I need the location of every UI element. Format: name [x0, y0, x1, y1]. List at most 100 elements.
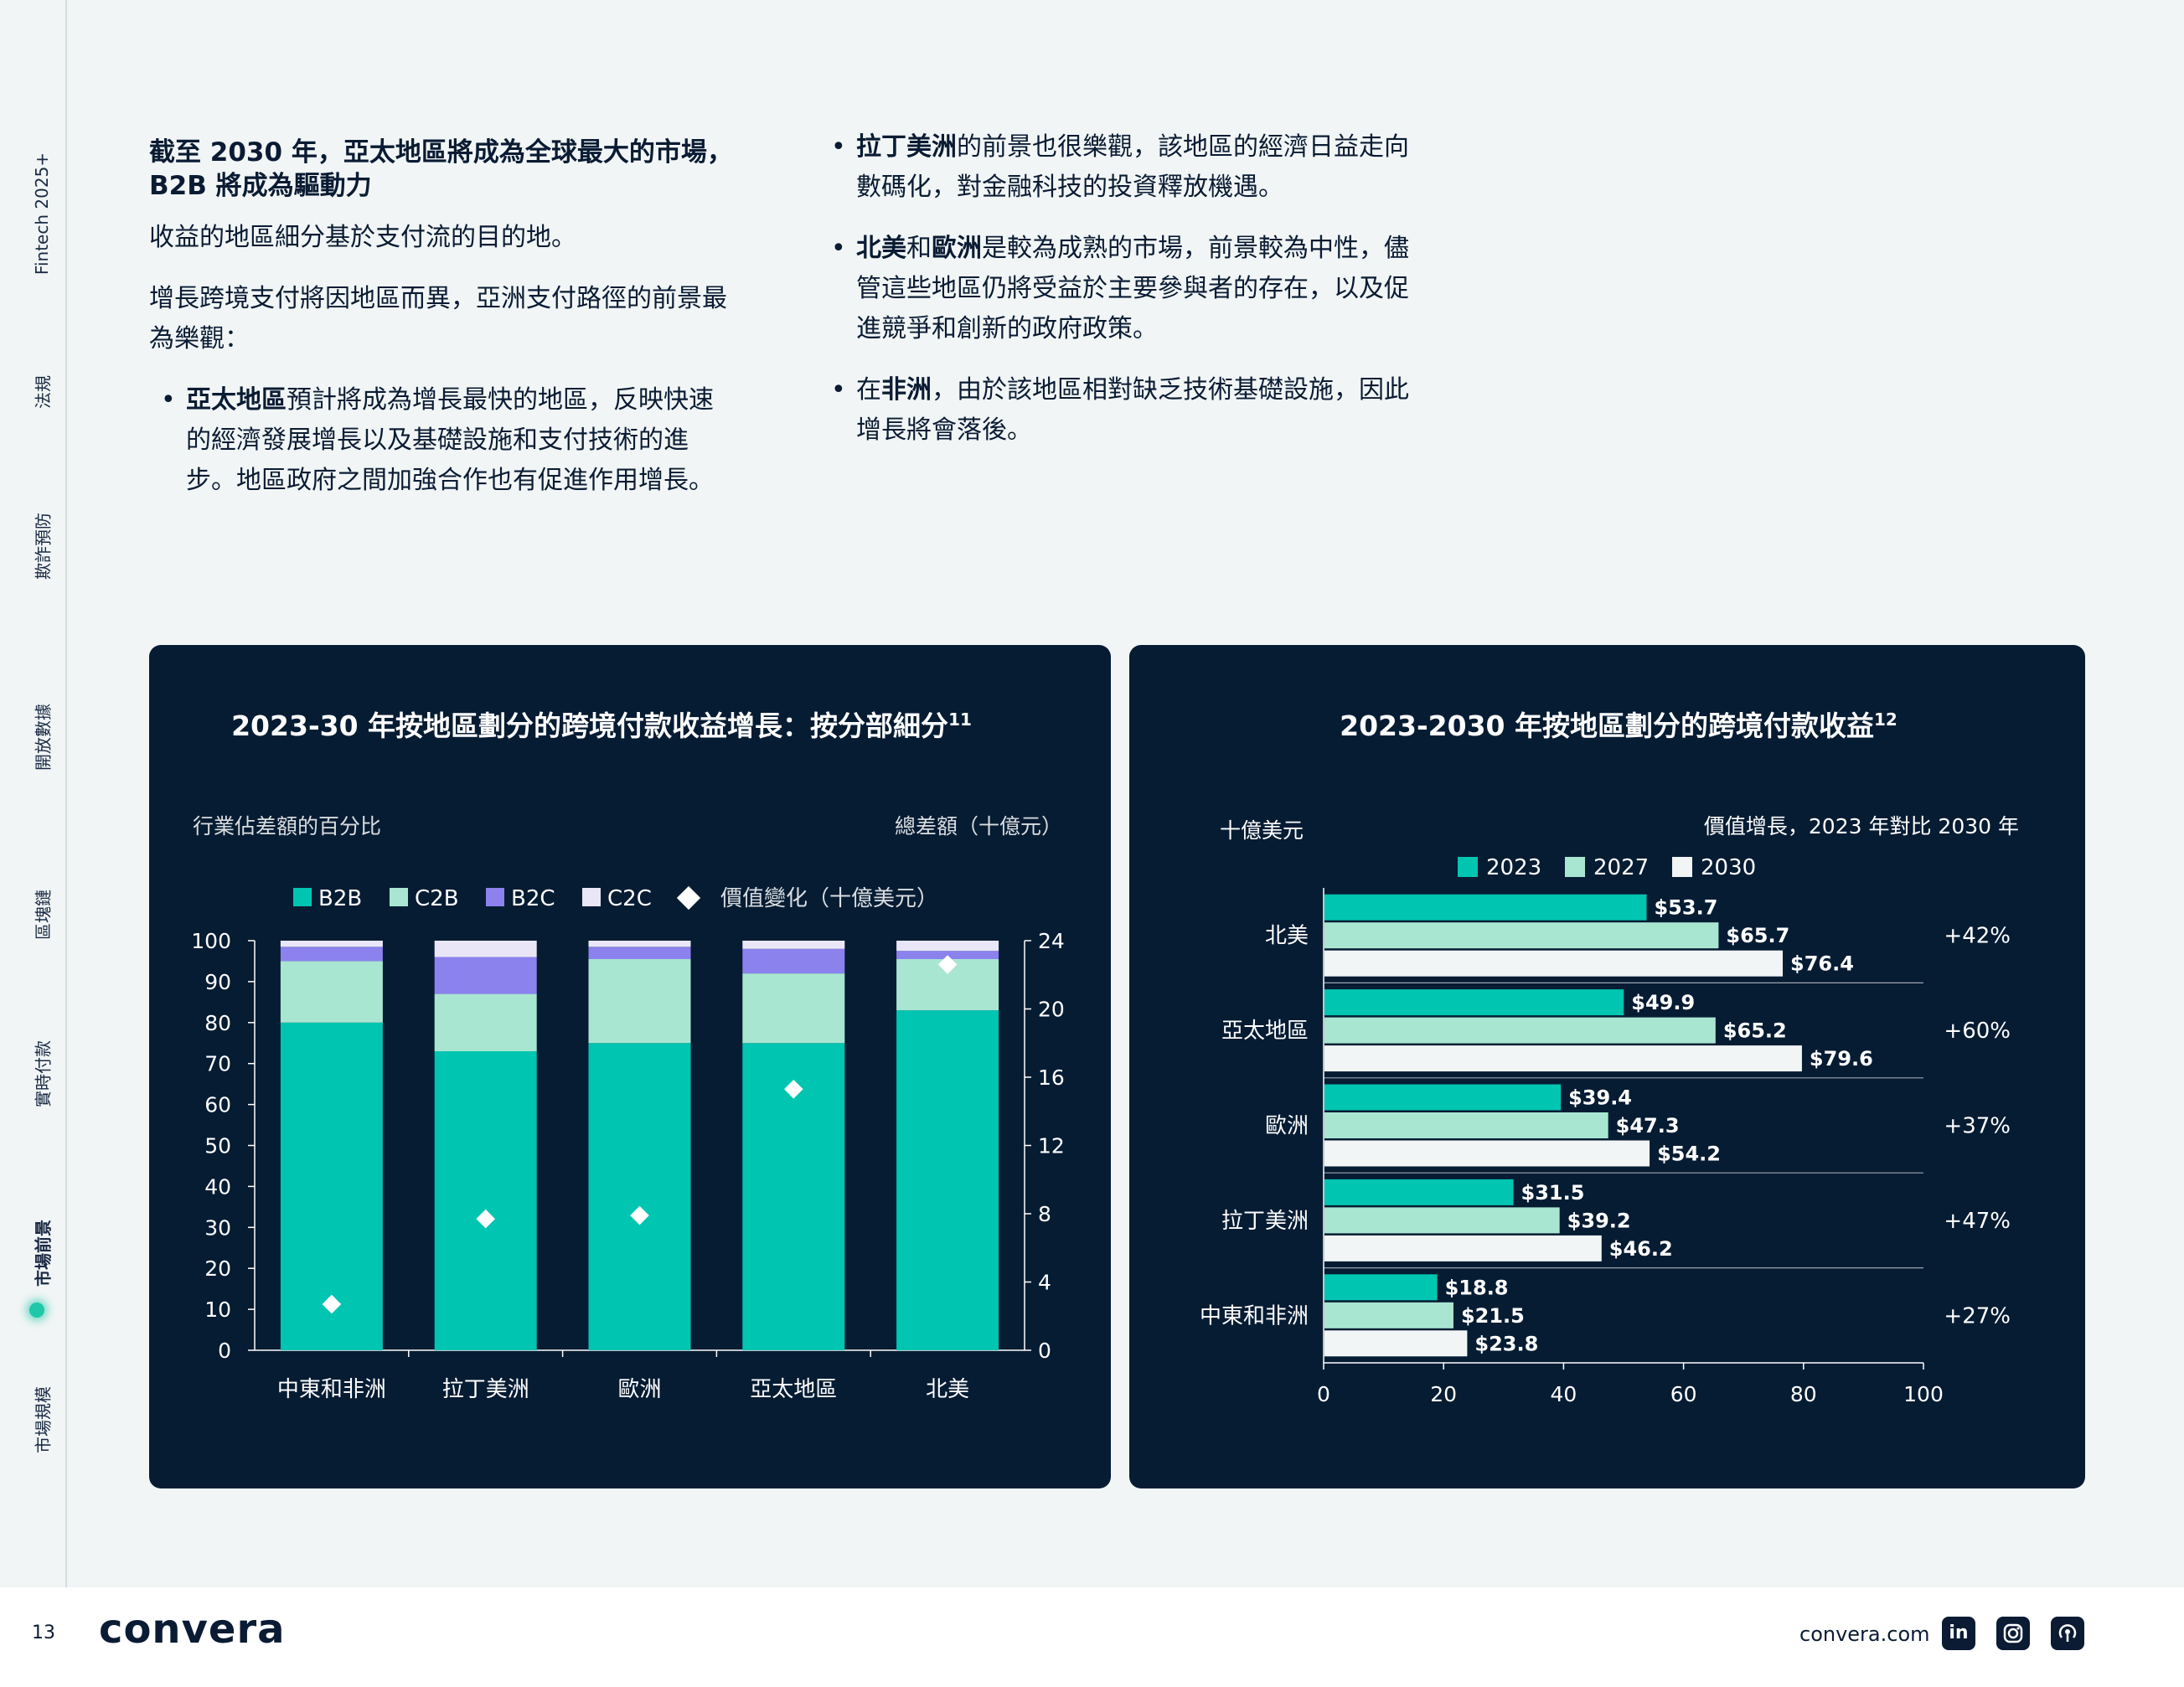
bar-value-label: $39.4	[1568, 1086, 1632, 1110]
category-label: 亞太地區	[1221, 1019, 1309, 1044]
y-tick-label: 70	[204, 1052, 231, 1076]
value-change-marker	[476, 1209, 496, 1229]
bar-2023	[1324, 1084, 1562, 1111]
value-change-marker	[783, 1079, 803, 1099]
bar-value-label: $18.8	[1445, 1276, 1509, 1299]
y2-tick-label: 4	[1038, 1271, 1051, 1295]
x-tick-label: 80	[1790, 1382, 1817, 1406]
bar-2030	[1324, 1330, 1468, 1357]
y2-tick-label: 12	[1038, 1134, 1065, 1158]
bar-2023	[1324, 989, 1624, 1016]
y-tick-label: 50	[204, 1134, 231, 1158]
bar-value-label: $46.2	[1609, 1237, 1673, 1261]
bar-2023	[1324, 1179, 1514, 1205]
x-tick-label: 60	[1670, 1382, 1697, 1406]
legend-label-b2b: B2B	[318, 886, 362, 911]
x-tick-label: 歐洲	[617, 1377, 661, 1402]
chart1-bars	[280, 941, 999, 1350]
bar-segment-c2b	[588, 959, 691, 1044]
y2-tick-label: 0	[1038, 1339, 1051, 1363]
bar-2023	[1324, 1274, 1438, 1301]
bar-segment-c2c	[896, 941, 999, 952]
bar-2027	[1324, 1302, 1453, 1328]
legend-label-2030: 2030	[1701, 855, 1756, 880]
x-tick-label: 20	[1430, 1382, 1457, 1406]
section-heading-line2: B2B 將成為驅動力	[149, 171, 372, 201]
bar-value-label: $76.4	[1790, 952, 1854, 976]
bullet-asia-pacific: • 亞太地區預計將成為增長最快的地區，反映快速 的經濟發展增長以及基礎設施和支付…	[161, 380, 714, 501]
bar-segment-c2b	[434, 993, 537, 1052]
x-tick-label: 北美	[926, 1377, 969, 1402]
bar-segment-b2c	[280, 947, 383, 962]
bar-value-label: $49.9	[1631, 991, 1695, 1014]
growth-label: +47%	[1944, 1209, 2011, 1234]
y-tick-label: 90	[204, 970, 231, 994]
chart2-axes: 0 20 40 60 80 100 北美 +42% 亞太地區 +60% 歐洲 +37% 拉丁美洲 +47%…	[1200, 888, 2011, 1406]
y2-tick-label: 20	[1038, 998, 1065, 1022]
x-tick-label: 40	[1550, 1382, 1577, 1406]
bullet-north-america-europe: • 北美和歐洲是較為成熟的市場，前景較為中性，儘 管這些地區仍將受益於主要參與者…	[831, 229, 1409, 349]
x-tick-label: 拉丁美洲	[442, 1377, 529, 1402]
bar-2027	[1324, 1017, 1716, 1044]
legend-marker-diamond	[676, 885, 701, 911]
paragraph-2-line1: 增長跨境支付將因地區而異，亞洲支付路徑的前景最	[149, 284, 727, 313]
y-tick-label: 80	[204, 1011, 231, 1035]
paragraph-2-line2: 為樂觀：	[149, 324, 250, 353]
footer: 13 convera convera.com in	[0, 1587, 2184, 1687]
chart2-legend: 2023 2027 2030	[1458, 855, 1756, 880]
y2-tick-label: 24	[1038, 929, 1065, 953]
legend-label-2027: 2027	[1593, 855, 1649, 880]
category-label: 拉丁美洲	[1221, 1209, 1309, 1234]
bar-2030	[1324, 1140, 1650, 1167]
instagram-icon[interactable]	[1996, 1617, 2030, 1650]
y2-tick-label: 8	[1038, 1202, 1051, 1226]
linkedin-icon[interactable]: in	[1942, 1617, 1975, 1650]
x-tick-label: 100	[1903, 1382, 1944, 1406]
chart2-title: 2023-2030 年按地區劃分的跨境付款收益12	[1340, 709, 1897, 742]
category-label: 中東和非洲	[1200, 1303, 1309, 1328]
bar-segment-b2b	[896, 1010, 999, 1350]
y2-tick-label: 16	[1038, 1065, 1065, 1090]
website-link[interactable]: convera.com	[1799, 1623, 1930, 1646]
chart2-growth-header: 價值增長，2023 年對比 2030 年	[1704, 814, 2019, 838]
legend-swatch-b2c	[486, 888, 504, 906]
category-label: 北美	[1265, 924, 1309, 949]
bar-value-label: $23.8	[1474, 1332, 1538, 1355]
convera-logo[interactable]: convera	[99, 1606, 286, 1653]
y-tick-label: 10	[204, 1297, 231, 1322]
bar-value-label: $79.6	[1810, 1047, 1873, 1070]
bar-value-label: $54.2	[1657, 1143, 1721, 1166]
bar-segment-c2b	[280, 961, 383, 1023]
value-change-marker	[322, 1294, 342, 1314]
y-tick-label: 60	[204, 1093, 231, 1117]
legend-label-c2b: C2B	[415, 886, 459, 911]
value-change-marker	[630, 1205, 649, 1225]
bar-2027	[1324, 922, 1719, 949]
stacked-bar-chart: 2023-30 年按地區劃分的跨境付款收益增長：按分部細分11 行業佔差額的百分…	[191, 709, 1065, 1402]
bar-value-label: $31.5	[1521, 1181, 1585, 1205]
legend-swatch-2027	[1565, 857, 1585, 877]
bar-segment-b2c	[896, 951, 999, 960]
active-indicator-dot	[29, 1303, 44, 1318]
legend-swatch-2023	[1458, 857, 1478, 877]
bar-segment-c2c	[434, 941, 537, 957]
bullet-dot: •	[161, 385, 176, 415]
bar-segment-b2c	[434, 957, 537, 994]
bar-value-label: $65.7	[1726, 924, 1789, 947]
paragraph-1: 收益的地區細分基於支付流的目的地。	[149, 223, 576, 252]
bar-segment-c2c	[742, 941, 845, 949]
bar-2027	[1324, 1207, 1560, 1234]
chart1-title: 2023-30 年按地區劃分的跨境付款收益增長：按分部細分11	[231, 709, 972, 742]
legend-label-c2c: C2C	[607, 886, 652, 911]
bullet-dot: •	[831, 375, 846, 405]
side-navigation: Fintech 2025+ 法規 欺詐預防 開放數據 區塊鏈 實時付款 市場前景…	[0, 0, 67, 1587]
podcast-icon[interactable]	[2051, 1617, 2084, 1650]
bar-segment-b2b	[434, 1051, 537, 1350]
category-label: 歐洲	[1265, 1114, 1309, 1139]
bar-segment-c2c	[588, 941, 691, 947]
bar-value-label: $21.5	[1461, 1304, 1525, 1328]
y-tick-label: 30	[204, 1215, 231, 1240]
bar-segment-b2b	[588, 1043, 691, 1350]
growth-label: +60%	[1944, 1019, 2011, 1044]
bar-2030	[1324, 1045, 1802, 1072]
